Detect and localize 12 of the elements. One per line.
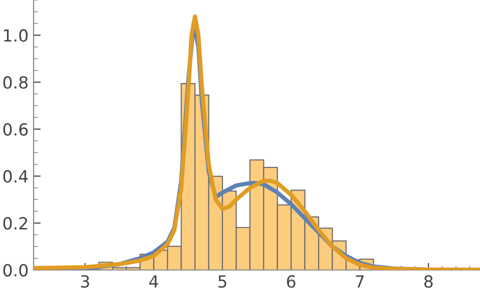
x-tick-label: 8 (424, 275, 433, 288)
y-tick-label: 0.4 (3, 170, 28, 183)
x-tick-label: 7 (356, 275, 364, 288)
y-tick-label: 1.0 (4, 29, 28, 42)
x-tick-label: 5 (218, 275, 226, 288)
x-tick-label: 6 (287, 275, 296, 288)
x-tick-label: 4 (149, 275, 158, 288)
y-tick-label: 0.2 (3, 217, 28, 230)
y-tick-label: 0.8 (3, 76, 28, 89)
y-tick-label: 0.0 (3, 264, 28, 277)
y-tick-label: 0.6 (3, 123, 28, 136)
x-tick-label: 3 (81, 275, 90, 288)
